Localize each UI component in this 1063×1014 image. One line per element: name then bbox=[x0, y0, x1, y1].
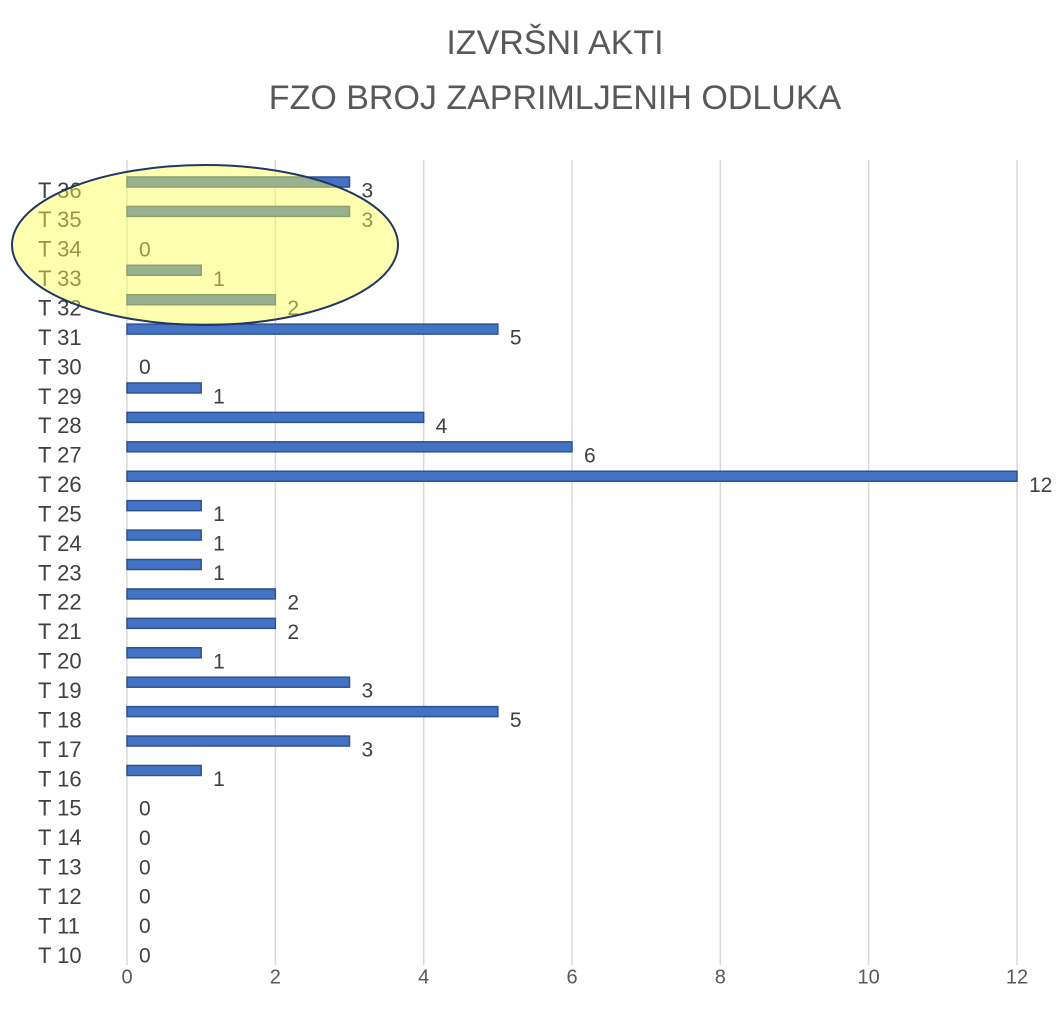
data-label: 3 bbox=[362, 180, 374, 203]
bar bbox=[126, 411, 425, 424]
y-tick-label: T 25 bbox=[38, 501, 82, 526]
y-tick-label: T 35 bbox=[38, 207, 82, 232]
y-tick-label: T 34 bbox=[38, 237, 82, 262]
bar bbox=[126, 499, 202, 512]
bar bbox=[126, 205, 351, 218]
data-label: 1 bbox=[213, 503, 225, 526]
y-tick-label: T 31 bbox=[38, 325, 82, 350]
chart-subtitle: FZO BROJ ZAPRIMLJENIH ODLUKA bbox=[269, 79, 842, 117]
bar bbox=[126, 735, 351, 747]
x-tick-label: 6 bbox=[566, 966, 577, 988]
bar bbox=[126, 323, 499, 335]
bar bbox=[126, 264, 202, 277]
data-label: 2 bbox=[287, 621, 299, 644]
bar bbox=[126, 470, 1018, 482]
y-tick-label: T 19 bbox=[38, 678, 82, 703]
y-tick-label: T 11 bbox=[38, 913, 80, 938]
y-tick-label: T 14 bbox=[38, 825, 82, 850]
data-label: 1 bbox=[213, 650, 225, 673]
data-label: 1 bbox=[213, 268, 225, 291]
bar bbox=[126, 293, 277, 306]
data-label: 2 bbox=[287, 591, 299, 614]
x-tick-label: 0 bbox=[121, 966, 132, 988]
data-label: 0 bbox=[139, 797, 151, 820]
y-tick-label: T 29 bbox=[38, 384, 82, 409]
bar bbox=[126, 558, 202, 571]
y-tick-label: T 10 bbox=[38, 943, 82, 968]
data-label: 5 bbox=[510, 709, 522, 732]
y-tick-label: T 15 bbox=[38, 796, 82, 821]
bar bbox=[126, 382, 202, 394]
data-label: 1 bbox=[213, 768, 225, 791]
data-label: 0 bbox=[139, 238, 151, 261]
data-label: 3 bbox=[362, 739, 374, 762]
plot-area: 0 2 4 6 8 10 12T 10 0T 11 0T 12 0T 13 0T 14 0T 15 0T… bbox=[38, 160, 1052, 988]
data-label: 12 bbox=[1029, 474, 1052, 497]
y-tick-label: T 24 bbox=[38, 531, 82, 556]
data-label: 6 bbox=[584, 444, 596, 467]
y-tick-label: T 18 bbox=[38, 707, 82, 732]
x-tick-label: 10 bbox=[858, 966, 880, 988]
bar bbox=[126, 617, 277, 630]
y-tick-label: T 12 bbox=[38, 884, 82, 909]
data-label: 0 bbox=[139, 827, 151, 850]
y-tick-label: T 16 bbox=[38, 766, 82, 791]
x-tick-label: 12 bbox=[1006, 966, 1028, 988]
y-tick-label: T 22 bbox=[38, 590, 82, 615]
bar bbox=[126, 176, 351, 188]
data-label: 1 bbox=[213, 533, 225, 556]
x-tick-label: 2 bbox=[270, 966, 281, 988]
data-label: 0 bbox=[139, 886, 151, 909]
data-label: 0 bbox=[139, 945, 151, 968]
data-label: 4 bbox=[436, 415, 448, 438]
y-tick-label: T 13 bbox=[38, 855, 82, 880]
bar bbox=[126, 647, 202, 659]
y-tick-label: T 36 bbox=[38, 178, 82, 203]
data-label: 5 bbox=[510, 327, 522, 350]
highlight-ellipse bbox=[11, 164, 399, 326]
x-tick-label: 4 bbox=[418, 966, 429, 988]
chart-title: IZVRŠNI AKTI bbox=[446, 24, 663, 62]
data-label: 0 bbox=[139, 915, 151, 938]
data-label: 0 bbox=[139, 356, 151, 379]
bar bbox=[126, 676, 351, 688]
data-label: 1 bbox=[213, 386, 225, 409]
y-tick-label: T 20 bbox=[38, 649, 82, 674]
data-label: 1 bbox=[213, 562, 225, 585]
bar bbox=[126, 705, 499, 718]
y-tick-label: T 23 bbox=[38, 560, 82, 585]
bar bbox=[126, 441, 573, 453]
data-label: 2 bbox=[287, 297, 299, 320]
bar bbox=[126, 529, 202, 541]
bar bbox=[126, 588, 277, 600]
y-tick-label: T 27 bbox=[38, 443, 82, 468]
data-label: 0 bbox=[139, 856, 151, 879]
y-tick-label: T 21 bbox=[38, 619, 82, 644]
y-tick-label: T 30 bbox=[38, 354, 82, 379]
y-tick-label: T 28 bbox=[38, 413, 82, 438]
y-tick-label: T 32 bbox=[38, 296, 82, 321]
data-label: 3 bbox=[362, 680, 374, 703]
data-label: 3 bbox=[362, 209, 374, 232]
x-tick-label: 8 bbox=[715, 966, 726, 988]
y-tick-label: T 26 bbox=[38, 472, 82, 497]
y-tick-label: T 17 bbox=[38, 737, 82, 762]
y-tick-label: T 33 bbox=[38, 266, 82, 291]
bar bbox=[126, 764, 202, 777]
